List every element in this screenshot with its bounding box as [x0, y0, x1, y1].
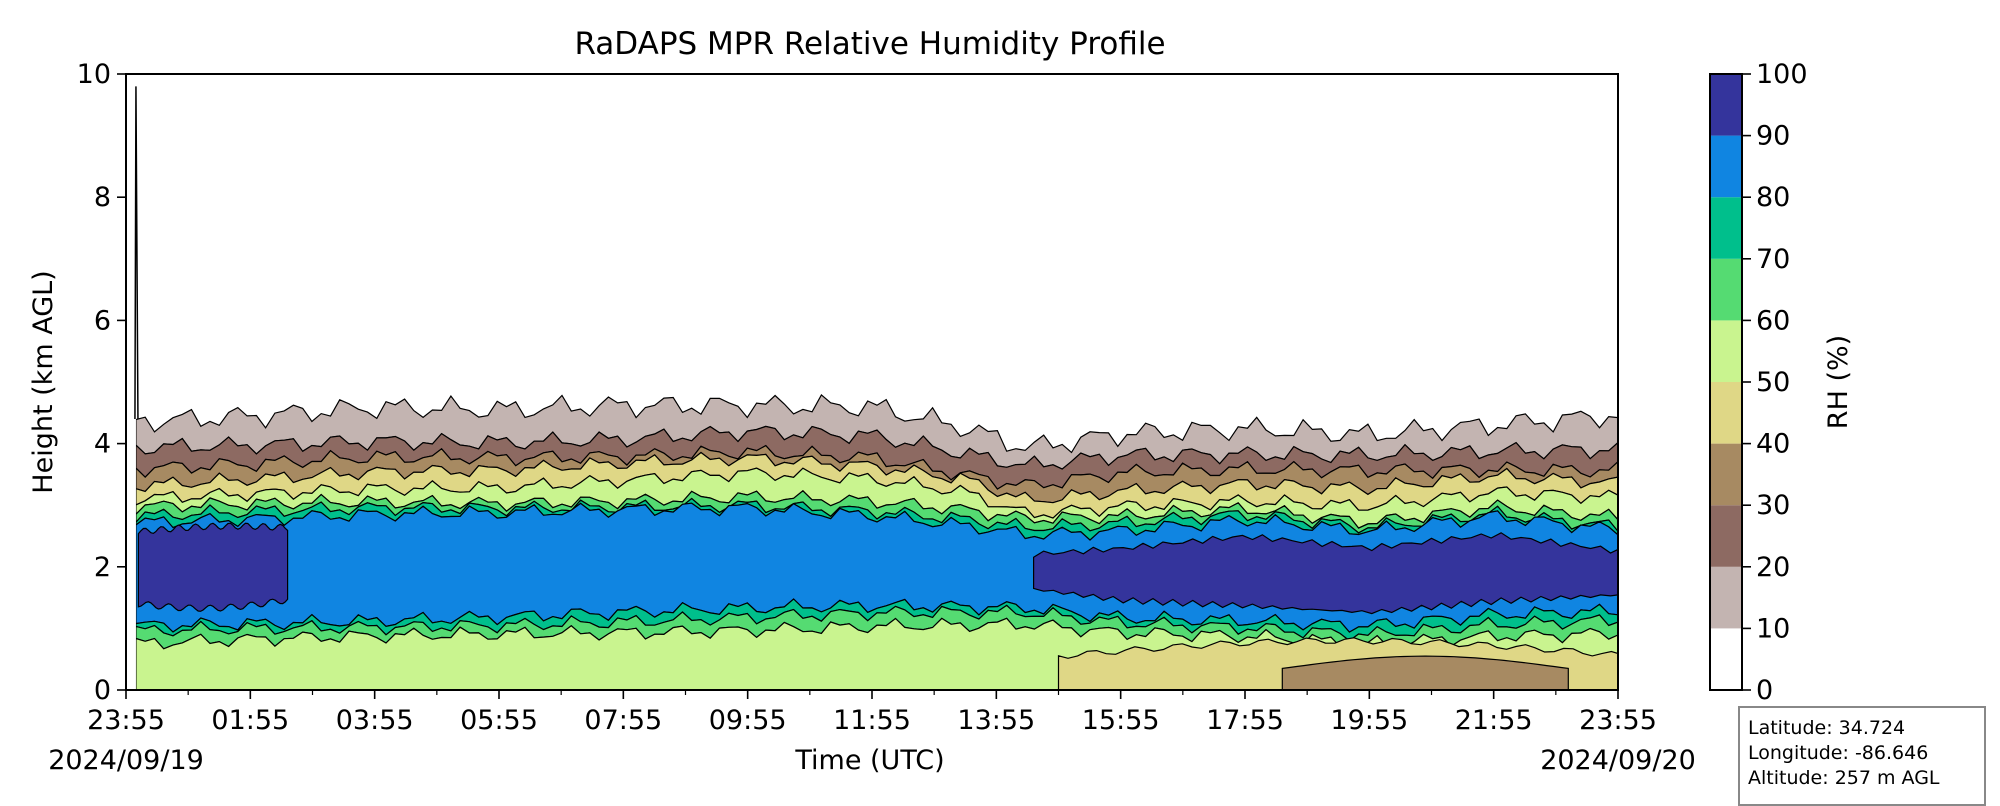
- colorbar-segment: [1710, 320, 1742, 382]
- y-axis-ticks: 0 2 4 6 8 10: [77, 59, 126, 706]
- x-tick-label: 19:55: [1330, 705, 1408, 736]
- colorbar-tick-label: 30: [1756, 490, 1790, 521]
- x-tick-label: 17:55: [1206, 705, 1284, 736]
- x-tick-label: 09:55: [709, 705, 787, 736]
- colorbar-tick-label: 70: [1756, 244, 1790, 275]
- latitude-text: Latitude: 34.724: [1748, 717, 1906, 739]
- x-tick-label: 01:55: [211, 705, 289, 736]
- colorbar: 0 10 20 30 40 50 60 70 80 90 100: [1709, 59, 1808, 706]
- colorbar-segment: [1710, 197, 1742, 259]
- x-tick-label: 23:55: [1579, 705, 1657, 736]
- rh-core-evening: [1033, 532, 1618, 615]
- colorbar-tick-label: 80: [1756, 182, 1790, 213]
- x-tick-label: 11:55: [833, 705, 911, 736]
- rh-spike: [134, 86, 139, 419]
- x-tick-label: 05:55: [460, 705, 538, 736]
- x-tick-label: 03:55: [336, 705, 414, 736]
- start-date-label: 2024/09/19: [48, 745, 204, 776]
- colorbar-tick-label: 100: [1756, 59, 1808, 90]
- x-tick-label: 13:55: [957, 705, 1035, 736]
- colorbar-tick-label: 50: [1756, 367, 1790, 398]
- altitude-text: Altitude: 257 m AGL: [1748, 767, 1940, 789]
- x-axis-label: Time (UTC): [794, 745, 944, 776]
- end-date-label: 2024/09/20: [1540, 745, 1696, 776]
- y-tick-label: 10: [77, 59, 111, 90]
- y-tick-label: 6: [94, 305, 111, 336]
- y-tick-label: 0: [94, 675, 111, 706]
- x-tick-label: 15:55: [1082, 705, 1160, 736]
- colorbar-label: RH (%): [1823, 335, 1854, 429]
- plot-area: [125, 73, 1619, 691]
- y-tick-label: 2: [94, 552, 111, 583]
- colorbar-tick-label: 10: [1756, 613, 1790, 644]
- x-tick-label: 21:55: [1455, 705, 1533, 736]
- colorbar-segment: [1710, 74, 1742, 136]
- colorbar-segment: [1710, 382, 1742, 444]
- colorbar-tick-label: 40: [1756, 429, 1790, 460]
- longitude-text: Longitude: -86.646: [1748, 742, 1929, 764]
- x-axis-ticks: 23:55 01:55 03:55 05:55 07:55 09:55 11:55 13:55…: [87, 690, 1657, 736]
- colorbar-tick-label: 60: [1756, 305, 1790, 336]
- y-axis-label: Height (km AGL): [28, 270, 59, 493]
- x-tick-label: 23:55: [87, 705, 165, 736]
- colorbar-segment: [1710, 505, 1742, 567]
- colorbar-segment: [1710, 258, 1742, 321]
- colorbar-tick-label: 90: [1756, 121, 1790, 152]
- colorbar-segment: [1710, 443, 1742, 506]
- colorbar-segment: [1710, 628, 1742, 690]
- station-info-box: Latitude: 34.724 Longitude: -86.646 Alti…: [1738, 706, 1986, 806]
- colorbar-segment: [1710, 566, 1742, 629]
- x-tick-label: 07:55: [584, 705, 662, 736]
- y-tick-label: 4: [94, 429, 111, 460]
- rh-core-morning: [137, 522, 289, 612]
- y-tick-label: 8: [94, 182, 111, 213]
- rh-dry-layer-2: [1281, 655, 1569, 690]
- chart-title: RaDAPS MPR Relative Humidity Profile: [574, 26, 1165, 62]
- colorbar-tick-label: 0: [1756, 675, 1773, 706]
- colorbar-segment: [1710, 135, 1742, 198]
- colorbar-tick-label: 20: [1756, 552, 1790, 583]
